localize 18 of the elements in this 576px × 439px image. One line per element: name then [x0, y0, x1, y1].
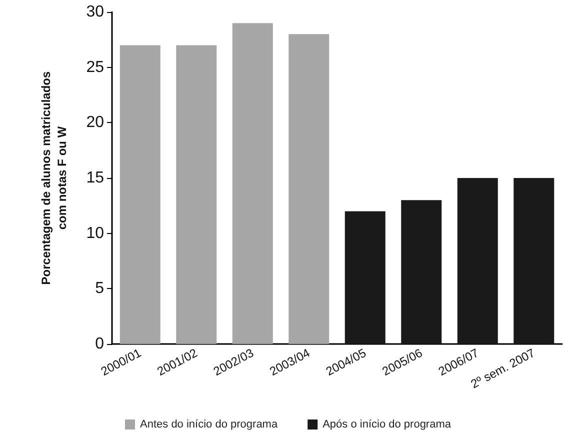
y-tick-label: 25	[86, 58, 104, 76]
bar	[401, 200, 442, 344]
y-axis-title: Porcentagem de alunos matriculados com notas F ou W	[39, 70, 69, 285]
legend-label: Antes do início do programa	[140, 418, 278, 430]
bar	[120, 45, 160, 344]
bar	[288, 34, 330, 344]
bar	[457, 178, 498, 344]
bar	[514, 178, 554, 344]
legend-label: Após o início do programa	[322, 418, 452, 430]
y-tick-label: 15	[86, 170, 104, 186]
bar	[344, 211, 386, 344]
y-tick-label: 0	[95, 336, 104, 352]
y-tick-label: 10	[86, 224, 104, 242]
y-tick-label: 30	[86, 4, 104, 20]
bar	[176, 45, 217, 344]
y-tick-label: 5	[95, 280, 104, 298]
bar	[232, 23, 273, 344]
y-tick-label: 20	[86, 114, 104, 132]
